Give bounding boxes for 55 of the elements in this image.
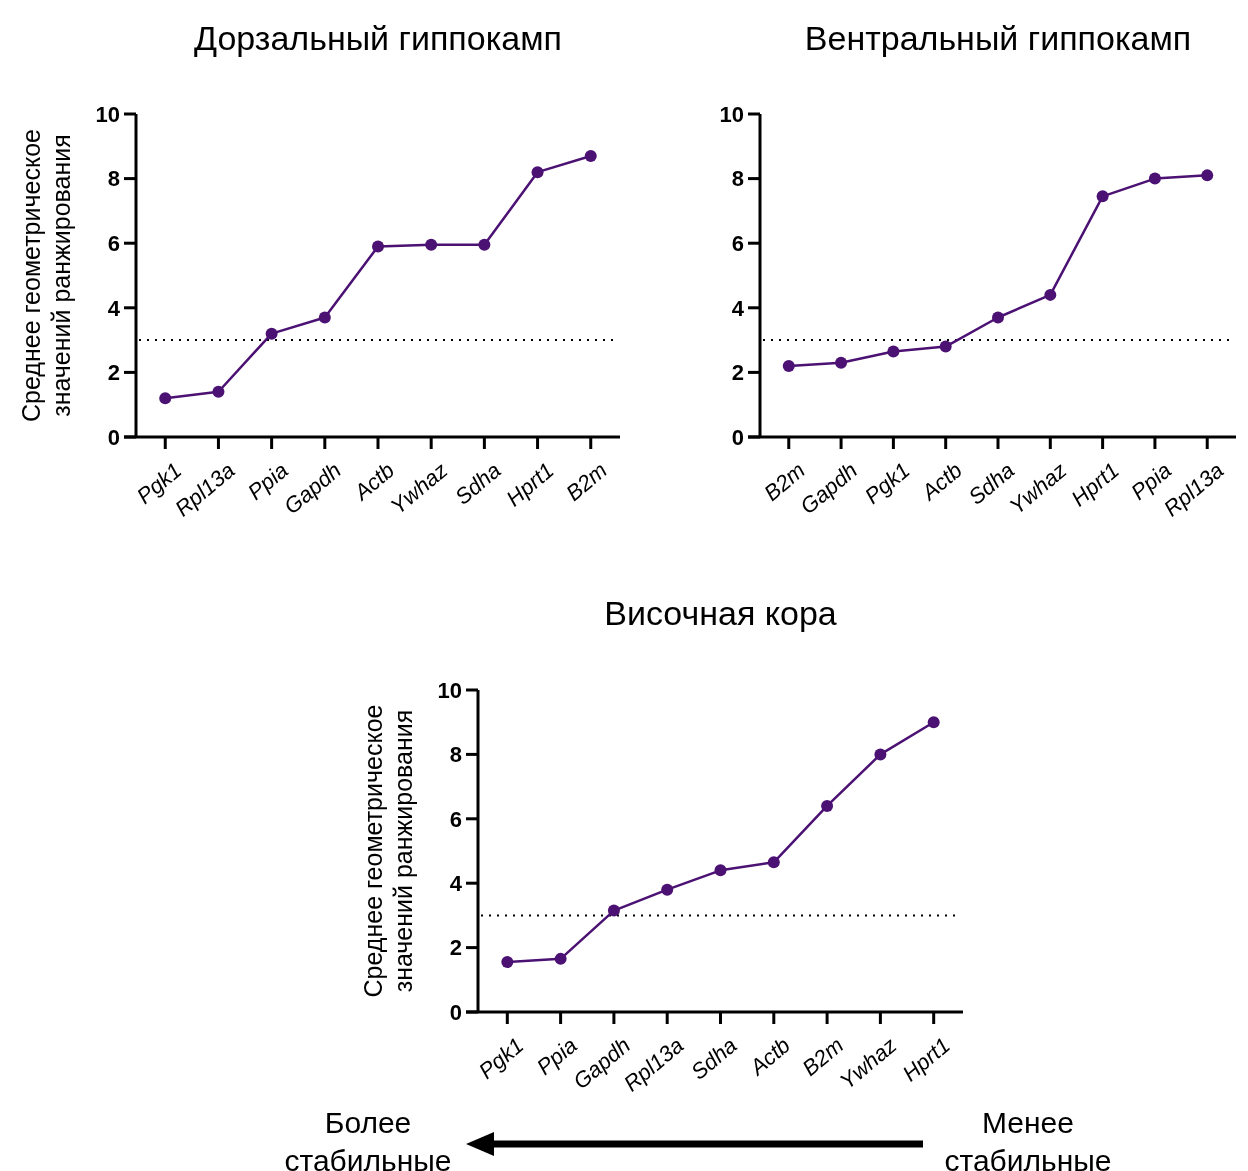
point xyxy=(318,311,331,324)
y-tick-label: 0 xyxy=(731,424,744,450)
y-tick-label: 2 xyxy=(449,935,462,961)
point xyxy=(607,904,620,917)
y-tick-label: 8 xyxy=(731,166,744,192)
point xyxy=(1148,172,1161,185)
y-tick-label: 10 xyxy=(95,101,120,127)
y-tick-label: 2 xyxy=(731,360,744,386)
point xyxy=(767,856,780,869)
point xyxy=(531,166,544,179)
point xyxy=(212,385,225,398)
y-tick-label: 0 xyxy=(107,424,120,450)
point xyxy=(661,883,674,896)
y-tick-label: 6 xyxy=(107,230,120,256)
point xyxy=(554,952,567,965)
point xyxy=(835,356,848,369)
x-tick-label: B2m xyxy=(561,457,612,506)
y-tick-label: 6 xyxy=(731,230,744,256)
text: Менее стабильные xyxy=(944,1106,1112,1171)
x-tick-label: Actb xyxy=(743,1032,795,1082)
point xyxy=(939,340,952,353)
y-tick-label: 0 xyxy=(449,999,462,1025)
point xyxy=(927,716,940,729)
y-tick-label: 4 xyxy=(731,295,745,321)
point xyxy=(714,864,727,877)
y-tick-label: 2 xyxy=(107,360,120,386)
point xyxy=(265,327,278,340)
text: Более стабильные xyxy=(284,1106,452,1171)
point xyxy=(159,392,172,405)
point xyxy=(874,748,887,761)
y-tick-label: 4 xyxy=(107,295,121,321)
point xyxy=(992,311,1004,324)
y-axis-title: Среднее геометрическое значений ранжирования xyxy=(359,704,417,998)
chart-title: Дорзальный гиппокамп xyxy=(194,19,562,57)
y-tick-label: 10 xyxy=(437,677,462,703)
point xyxy=(372,240,384,253)
point xyxy=(501,956,514,969)
y-tick-label: 4 xyxy=(449,870,463,896)
chart-title: Височная кора xyxy=(604,594,837,632)
y-axis-title: Среднее геометрическое значений ранжирования xyxy=(17,129,75,422)
x-tick-label: Actb xyxy=(915,457,967,507)
chart-title: Вентральный гиппокамп xyxy=(804,19,1192,57)
point xyxy=(1096,190,1109,203)
point xyxy=(478,238,491,251)
y-tick-label: 10 xyxy=(719,101,744,127)
point xyxy=(1044,288,1057,301)
point xyxy=(821,799,834,812)
y-tick-label: 8 xyxy=(449,742,462,768)
point xyxy=(887,345,900,358)
point xyxy=(425,238,438,251)
point xyxy=(1201,169,1214,182)
y-tick-label: 8 xyxy=(107,166,120,192)
point xyxy=(584,149,597,162)
y-tick-label: 6 xyxy=(449,806,462,832)
point xyxy=(782,359,795,372)
